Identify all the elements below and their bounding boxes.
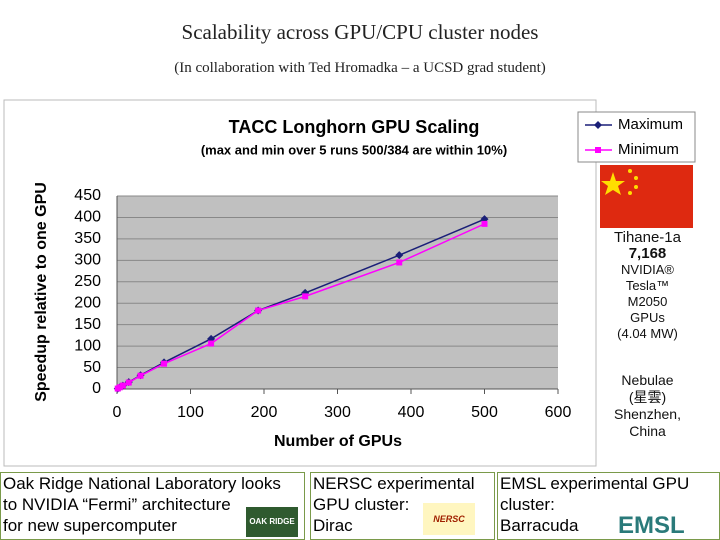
legend-marker [594, 121, 602, 129]
text-line: NVIDIA® [621, 262, 674, 277]
text-line: China [629, 423, 666, 439]
x-tick-label: 500 [471, 404, 498, 421]
y-tick-label: 250 [74, 273, 101, 290]
y-tick-label: 450 [74, 187, 101, 204]
text-line: Tihane-1a [614, 229, 681, 246]
nebulae-info: Nebulae (星雲) Shenzhen, China [600, 372, 695, 440]
slide-subtitle: (In collaboration with Ted Hromadka – a … [174, 60, 546, 76]
text-line: GPUs [630, 310, 665, 325]
chart-title: TACC Longhorn GPU Scaling [229, 117, 480, 137]
text-line: for new supercomputer [3, 516, 177, 535]
legend [577, 111, 696, 163]
chart: TACC Longhorn GPU Scaling (max and min o… [3, 99, 696, 467]
x-tick-label: 200 [251, 404, 278, 421]
text-line: 7,168 [628, 245, 667, 262]
marker [481, 220, 488, 227]
logo: OAK RIDGE [246, 507, 298, 537]
text-line: M2050 [627, 294, 668, 309]
marker [125, 379, 132, 386]
legend-label: Maximum [618, 116, 683, 133]
x-axis-label: Number of GPUs [274, 433, 402, 450]
tianhe-info: Tihane-1a 7,168 NVIDIA® Tesla™ M2050 GPUs (4.0… [600, 230, 695, 342]
y-axis-label: Speedup relative to one GPU [33, 182, 50, 402]
flag-star [601, 172, 625, 195]
text-line: Shenzhen, [614, 406, 681, 422]
x-tick-label: 400 [398, 404, 425, 421]
marker [302, 293, 309, 300]
text-line: NERSC experimental [313, 474, 475, 493]
flag [600, 165, 693, 228]
text-line: EMSL experimental GPU [500, 474, 690, 493]
text-line: to NVIDIA “Fermi” architecture [3, 495, 231, 514]
flag-star [628, 191, 632, 195]
x-tick-label: 300 [324, 404, 351, 421]
marker [255, 307, 262, 314]
flag-star [634, 176, 638, 180]
logo: NERSC [423, 503, 475, 535]
flag-field [600, 165, 693, 228]
text-line: (星雲) [628, 389, 667, 405]
marker [208, 340, 215, 347]
y-tick-label: 300 [74, 252, 101, 269]
text-line: (4.04 MW) [617, 326, 678, 341]
legend-label: Minimum [618, 141, 679, 158]
text-line: Nebulae [621, 372, 674, 388]
x-tick-label: 0 [113, 404, 122, 421]
marker [161, 360, 168, 367]
text-line: Oak Ridge National Laboratory looks [3, 474, 281, 493]
y-tick-label: 400 [74, 209, 101, 226]
marker [396, 259, 403, 266]
marker [119, 382, 126, 389]
y-tick-label: 0 [92, 380, 101, 397]
emsl-box: EMSL experimental GPU cluster: Barracuda EM… [497, 472, 720, 540]
y-tick-label: 50 [83, 359, 101, 376]
slide-title: Scalability across GPU/CPU cluster nodes [181, 20, 539, 44]
flag-star [628, 169, 632, 173]
text-line: Dirac [313, 516, 353, 535]
nersc-box: NERSC experimental GPU cluster: Dirac NERSC [310, 472, 495, 540]
text-line: Barracuda [500, 516, 579, 535]
ornl-box: Oak Ridge National Laboratory looks to NV… [0, 472, 305, 540]
chart-subtitle: (max and min over 5 runs 500/384 are wit… [201, 142, 507, 157]
y-tick-label: 200 [74, 294, 101, 311]
logo: EMSL [618, 512, 685, 539]
marker [395, 251, 404, 260]
y-tick-label: 100 [74, 337, 101, 354]
text-line: cluster: [500, 495, 555, 514]
text-line: GPU cluster: [313, 495, 410, 514]
x-tick-label: 100 [177, 404, 204, 421]
y-tick-label: 350 [74, 230, 101, 247]
legend-marker [595, 147, 601, 153]
marker [137, 372, 144, 379]
plot-area [117, 196, 558, 389]
x-tick-label: 600 [545, 404, 572, 421]
y-tick-label: 150 [74, 316, 101, 333]
flag-star [634, 185, 638, 189]
text-line: Tesla™ [625, 278, 670, 293]
